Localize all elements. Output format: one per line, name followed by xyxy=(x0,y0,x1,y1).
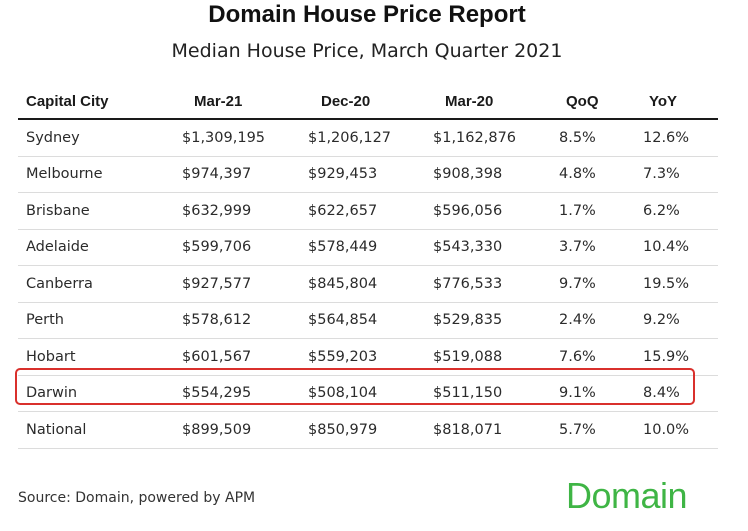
header-qoq: QoQ xyxy=(566,92,599,110)
cell-mar-20: $818,071 xyxy=(433,421,503,438)
cell-yoy: 6.2% xyxy=(643,202,680,219)
cell-city: Darwin xyxy=(26,385,78,402)
cell-mar-21: $599,706 xyxy=(182,239,252,256)
cell-dec-20: $578,449 xyxy=(308,239,378,256)
cell-mar-21: $601,567 xyxy=(182,348,252,365)
table-row: Adelaide $599,706 $578,449 $543,330 3.7% 10.4… xyxy=(18,230,718,266)
header-mar-20: Mar-20 xyxy=(445,92,494,110)
cell-mar-20: $1,162,876 xyxy=(433,129,517,146)
price-table: Capital City Mar-21 Dec-20 Mar-20 QoQ Yo… xyxy=(18,84,718,449)
cell-qoq: 5.7% xyxy=(559,421,596,438)
cell-city: Canberra xyxy=(26,275,93,292)
cell-mar-21: $1,309,195 xyxy=(182,129,266,146)
cell-dec-20: $622,657 xyxy=(308,202,378,219)
table-row: Canberra $927,577 $845,804 $776,533 9.7% 19.5… xyxy=(18,266,718,303)
source-note: Source: Domain, powered by APM xyxy=(18,490,256,506)
table-row: Perth $578,612 $564,854 $529,835 2.4% 9.2% xyxy=(18,303,718,339)
table-row: Darwin $554,295 $508,104 $511,150 9.1% 8.4% xyxy=(18,376,718,412)
table-row: Melbourne $974,397 $929,453 $908,398 4.8% 7.3… xyxy=(18,157,718,193)
table-row: Brisbane $632,999 $622,657 $596,056 1.7% 6.2% xyxy=(18,193,718,230)
report-subtitle: Median House Price, March Quarter 2021 xyxy=(171,40,563,62)
cell-qoq: 3.7% xyxy=(559,239,596,256)
cell-city: National xyxy=(26,421,87,438)
cell-dec-20: $559,203 xyxy=(308,348,378,365)
cell-yoy: 9.2% xyxy=(643,312,680,329)
cell-mar-21: $927,577 xyxy=(182,275,252,292)
cell-qoq: 7.6% xyxy=(559,348,596,365)
table-row: Sydney $1,309,195 $1,206,127 $1,162,876 8.5%… xyxy=(18,120,718,157)
cell-qoq: 9.7% xyxy=(559,275,596,292)
cell-dec-20: $929,453 xyxy=(308,166,378,183)
cell-city: Adelaide xyxy=(26,239,89,256)
cell-city: Perth xyxy=(26,312,64,329)
cell-city: Brisbane xyxy=(26,202,90,219)
cell-yoy: 19.5% xyxy=(643,275,690,292)
cell-city: Hobart xyxy=(26,348,76,365)
cell-yoy: 12.6% xyxy=(643,129,690,146)
domain-logo: Domain xyxy=(566,475,688,516)
cell-yoy: 15.9% xyxy=(643,348,690,365)
cell-dec-20: $845,804 xyxy=(308,275,378,292)
cell-mar-20: $908,398 xyxy=(433,166,503,183)
cell-qoq: 4.8% xyxy=(559,166,596,183)
cell-mar-21: $554,295 xyxy=(182,385,252,402)
table-row: National $899,509 $850,979 $818,071 5.7% 10.0… xyxy=(18,412,718,449)
cell-mar-20: $596,056 xyxy=(433,202,503,219)
cell-mar-20: $511,150 xyxy=(433,385,503,402)
cell-city: Melbourne xyxy=(26,166,103,183)
cell-dec-20: $850,979 xyxy=(308,421,378,438)
cell-mar-21: $578,612 xyxy=(182,312,252,329)
cell-mar-21: $974,397 xyxy=(182,166,252,183)
cell-yoy: 7.3% xyxy=(643,166,680,183)
cell-qoq: 8.5% xyxy=(559,129,596,146)
header-yoy: YoY xyxy=(649,92,678,110)
table-header-row: Capital City Mar-21 Dec-20 Mar-20 QoQ Yo… xyxy=(18,84,718,120)
cell-mar-20: $529,835 xyxy=(433,312,503,329)
report-title: Domain House Price Report xyxy=(208,1,526,28)
cell-yoy: 8.4% xyxy=(643,385,680,402)
cell-city: Sydney xyxy=(26,129,80,146)
header-capital-city: Capital City xyxy=(26,92,109,110)
header-mar-21: Mar-21 xyxy=(194,92,243,110)
cell-yoy: 10.4% xyxy=(643,239,690,256)
cell-mar-20: $776,533 xyxy=(433,275,503,292)
cell-dec-20: $508,104 xyxy=(308,385,378,402)
cell-dec-20: $1,206,127 xyxy=(308,129,392,146)
cell-yoy: 10.0% xyxy=(643,421,690,438)
cell-dec-20: $564,854 xyxy=(308,312,378,329)
header-dec-20: Dec-20 xyxy=(321,92,371,110)
cell-qoq: 9.1% xyxy=(559,385,596,402)
cell-mar-20: $519,088 xyxy=(433,348,503,365)
table-body: Sydney $1,309,195 $1,206,127 $1,162,876 8.5%… xyxy=(18,120,718,449)
table-row: Hobart $601,567 $559,203 $519,088 7.6% 15.9% xyxy=(18,339,718,376)
cell-qoq: 2.4% xyxy=(559,312,596,329)
cell-mar-20: $543,330 xyxy=(433,239,503,256)
cell-qoq: 1.7% xyxy=(559,202,596,219)
cell-mar-21: $632,999 xyxy=(182,202,252,219)
cell-mar-21: $899,509 xyxy=(182,421,252,438)
